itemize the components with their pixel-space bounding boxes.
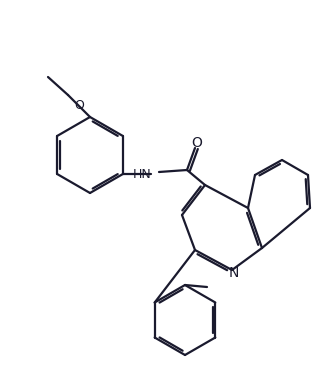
Text: HN: HN bbox=[132, 167, 151, 181]
Text: N: N bbox=[229, 266, 239, 280]
Text: O: O bbox=[192, 136, 202, 150]
Text: O: O bbox=[74, 99, 84, 112]
